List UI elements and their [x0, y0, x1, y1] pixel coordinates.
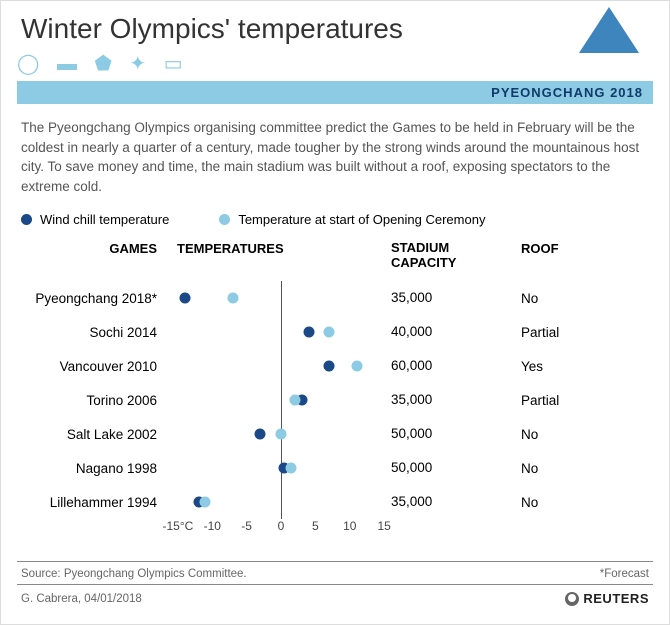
roof-value: No [521, 461, 601, 476]
zero-line [281, 315, 282, 349]
axis-tick: -15°C [162, 519, 193, 533]
header-games: GAMES [21, 241, 171, 271]
axis-tick: 5 [312, 519, 319, 533]
game-label: Nagano 1998 [21, 461, 171, 476]
table-row: Nagano 1998 50,000No [21, 451, 649, 485]
chart-area: GAMES TEMPERATURES STADIUMCAPACITY ROOF … [1, 241, 669, 553]
game-label: Sochi 2014 [21, 325, 171, 340]
zero-line [281, 383, 282, 417]
temp-plot [171, 417, 391, 451]
header-roof: ROOF [521, 241, 601, 271]
legend-wind: Wind chill temperature [21, 212, 169, 227]
brand-label: REUTERS [583, 591, 649, 606]
column-headers: GAMES TEMPERATURES STADIUMCAPACITY ROOF [21, 241, 649, 271]
open-dot [289, 395, 300, 406]
dot-icon [219, 214, 230, 225]
game-label: Vancouver 2010 [21, 359, 171, 374]
source-text: Source: Pyeongchang Olympics Committee. [21, 568, 247, 580]
game-label: Pyeongchang 2018* [21, 291, 171, 306]
footer-credit: G. Cabrera, 04/01/2018 REUTERS [17, 584, 653, 612]
temp-plot [171, 281, 391, 315]
footer-source: Source: Pyeongchang Olympics Committee. … [17, 561, 653, 584]
data-rows: Pyeongchang 2018*35,000NoSochi 201440,00… [21, 281, 649, 519]
credit-text: G. Cabrera, 04/01/2018 [21, 593, 142, 605]
zero-line [281, 485, 282, 519]
wind-dot [324, 361, 335, 372]
temp-plot [171, 315, 391, 349]
axis-tick: 15 [377, 519, 390, 533]
capacity-value: 35,000 [391, 392, 521, 408]
page-title: Winter Olympics' temperatures [21, 13, 649, 45]
roof-value: No [521, 291, 601, 306]
header-temps: TEMPERATURES [171, 241, 391, 271]
roof-value: No [521, 495, 601, 510]
olympic-decor: ◯ ▬ ⬟ ✦ ▭ [17, 51, 189, 76]
game-label: Lillehammer 1994 [21, 495, 171, 510]
open-dot [200, 497, 211, 508]
temp-plot [171, 383, 391, 417]
temp-plot [171, 485, 391, 519]
axis-tick: -5 [241, 519, 252, 533]
roof-value: Yes [521, 359, 601, 374]
capacity-value: 35,000 [391, 494, 521, 510]
triangle-icon [579, 7, 639, 53]
forecast-note: *Forecast [600, 568, 649, 580]
wind-dot [255, 429, 266, 440]
capacity-value: 35,000 [391, 290, 521, 306]
zero-line [281, 349, 282, 383]
table-row: Lillehammer 1994 35,000No [21, 485, 649, 519]
capacity-value: 60,000 [391, 358, 521, 374]
axis-tick: -10 [204, 519, 221, 533]
open-dot [351, 361, 362, 372]
legend-open-label: Temperature at start of Opening Ceremony [238, 212, 485, 227]
open-dot [324, 327, 335, 338]
axis-tick: 0 [278, 519, 285, 533]
table-row: Vancouver 2010 60,000Yes [21, 349, 649, 383]
legend-wind-label: Wind chill temperature [40, 212, 169, 227]
table-row: Pyeongchang 2018* 35,000No [21, 281, 649, 315]
roof-value: Partial [521, 393, 601, 408]
brand: REUTERS [565, 591, 649, 606]
table-row: Torino 2006 35,000Partial [21, 383, 649, 417]
header: Winter Olympics' temperatures ◯ ▬ ⬟ ✦ ▭ [1, 1, 669, 81]
reuters-icon [565, 592, 579, 606]
temp-plot [171, 349, 391, 383]
open-dot [286, 463, 297, 474]
infographic-container: Winter Olympics' temperatures ◯ ▬ ⬟ ✦ ▭ … [0, 0, 670, 625]
legend-open: Temperature at start of Opening Ceremony [219, 212, 485, 227]
zero-line [281, 281, 282, 315]
x-axis: -15°C -10 -5 0 5 10 15 [21, 519, 649, 537]
event-bar: PYEONGCHANG 2018 [17, 81, 653, 104]
roof-value: Partial [521, 325, 601, 340]
game-label: Torino 2006 [21, 393, 171, 408]
wind-dot [179, 293, 190, 304]
axis-tick: 10 [343, 519, 356, 533]
header-capacity: STADIUMCAPACITY [391, 241, 521, 271]
capacity-value: 40,000 [391, 324, 521, 340]
open-dot [276, 429, 287, 440]
dot-icon [21, 214, 32, 225]
game-label: Salt Lake 2002 [21, 427, 171, 442]
table-row: Salt Lake 2002 50,000No [21, 417, 649, 451]
capacity-value: 50,000 [391, 426, 521, 442]
wind-dot [303, 327, 314, 338]
table-row: Sochi 2014 40,000Partial [21, 315, 649, 349]
intro-text: The Pyeongchang Olympics organising comm… [1, 104, 669, 206]
legend: Wind chill temperature Temperature at st… [1, 206, 669, 241]
temp-plot [171, 451, 391, 485]
capacity-value: 50,000 [391, 460, 521, 476]
open-dot [227, 293, 238, 304]
roof-value: No [521, 427, 601, 442]
